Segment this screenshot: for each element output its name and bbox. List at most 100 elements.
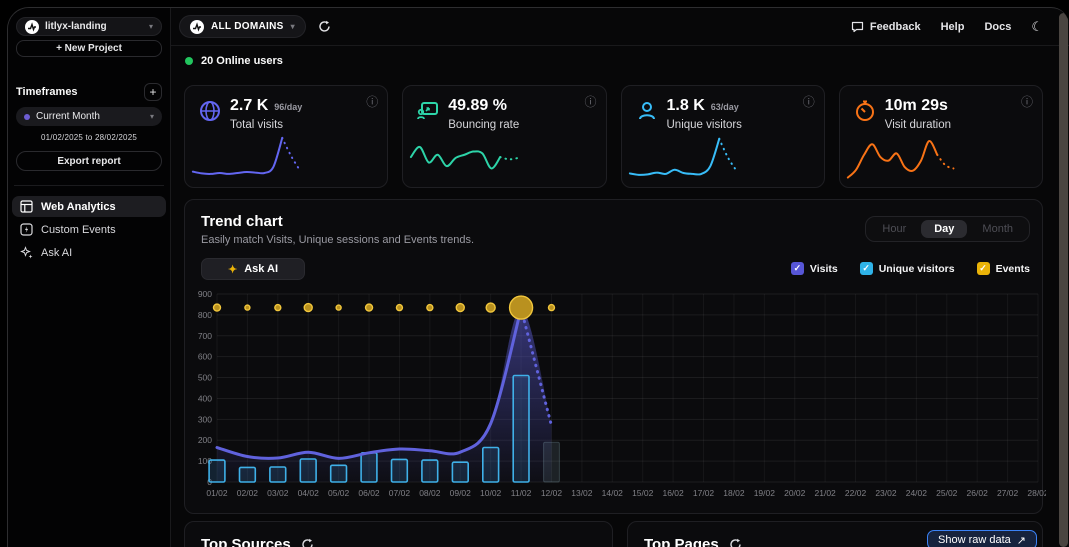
timeframe-dot-icon — [24, 113, 30, 120]
checkbox-unique-visitors[interactable]: ✓ — [859, 262, 873, 275]
svg-text:25/02: 25/02 — [936, 488, 958, 498]
ask-ai-button[interactable]: ✦ Ask AI — [201, 258, 305, 280]
sparkline-bouncing-rate — [407, 127, 601, 185]
legend-label: Events — [995, 262, 1030, 275]
stat-card-visit-duration: 10m 29s Visit duration ⓘ — [838, 85, 1043, 188]
svg-text:04/02: 04/02 — [298, 488, 320, 498]
tab-month[interactable]: Month — [969, 220, 1026, 238]
svg-text:15/02: 15/02 — [632, 488, 654, 498]
show-raw-data-button[interactable]: Show raw data ↗ — [927, 530, 1037, 547]
refresh-icon — [319, 20, 330, 32]
new-project-button[interactable]: + New Project — [16, 40, 162, 57]
external-link-icon: ↗ — [1016, 534, 1026, 547]
stat-per-day: 63/day — [710, 102, 739, 112]
stat-label: Visit duration — [884, 119, 952, 131]
sidebar-divider — [14, 185, 164, 186]
stat-label: Total visits — [230, 119, 284, 131]
refresh-icon[interactable] — [301, 538, 314, 547]
info-icon[interactable]: ⓘ — [366, 95, 379, 109]
svg-text:900: 900 — [198, 289, 212, 299]
info-icon[interactable]: ⓘ — [584, 95, 597, 109]
stat-card-unique-visitors: 1.8 K 63/day Unique visitors ⓘ — [620, 85, 825, 188]
bottom-cards-row: Top Sources Top Pages Show raw data ↗ — [184, 521, 1043, 547]
legend-visits[interactable]: ✓ Visits — [790, 262, 838, 275]
scrollbar-thumb[interactable] — [1059, 13, 1068, 547]
topbar: ALL DOMAINS ▾ Feedback Help Docs ☾ — [171, 8, 1069, 46]
svg-text:26/02: 26/02 — [967, 488, 989, 498]
svg-text:500: 500 — [198, 373, 212, 383]
app-window: litlyx-landing ▾ + New Project Timeframe… — [7, 7, 1069, 547]
refresh-button[interactable] — [318, 20, 331, 33]
theme-toggle-moon-icon[interactable]: ☾ — [1031, 18, 1043, 34]
export-report-button[interactable]: Export report — [16, 151, 162, 171]
legend-label: Visits — [809, 262, 838, 275]
stat-value: 10m 29s — [884, 97, 948, 114]
checkbox-events[interactable]: ✓ — [976, 262, 990, 275]
globe-icon — [198, 99, 222, 128]
svg-text:700: 700 — [198, 331, 212, 341]
legend-unique-visitors[interactable]: ✓ Unique visitors — [859, 262, 955, 275]
topbar-links: Feedback Help Docs ☾ — [851, 19, 1043, 35]
stat-value: 49.89 % — [448, 97, 507, 114]
project-name: litlyx-landing — [45, 21, 107, 32]
sidebar-item-ask-ai[interactable]: Ask AI — [12, 242, 166, 263]
svg-text:20/02: 20/02 — [784, 488, 806, 498]
sparkline-visit-duration — [844, 127, 1038, 185]
legend-label: Unique visitors — [878, 262, 955, 275]
add-timeframe-button[interactable]: + — [144, 83, 162, 101]
svg-text:10/02: 10/02 — [480, 488, 502, 498]
main-area: ALL DOMAINS ▾ Feedback Help Docs ☾ — [171, 8, 1069, 547]
litlyx-logo-icon — [190, 19, 204, 34]
svg-text:18/02: 18/02 — [723, 488, 745, 498]
project-selector[interactable]: litlyx-landing ▾ — [16, 17, 162, 36]
svg-text:300: 300 — [198, 414, 212, 424]
docs-link[interactable]: Docs — [984, 20, 1012, 33]
stat-value: 2.7 K — [230, 97, 269, 114]
tab-day[interactable]: Day — [921, 220, 968, 238]
litlyx-logo-icon — [25, 19, 39, 34]
svg-text:27/02: 27/02 — [997, 488, 1019, 498]
checkbox-visits[interactable]: ✓ — [790, 262, 804, 275]
svg-text:28/02: 28/02 — [1027, 488, 1046, 498]
help-link[interactable]: Help — [940, 20, 965, 33]
svg-text:22/02: 22/02 — [845, 488, 867, 498]
chart-legend: ✓ Visits ✓ Unique visitors ✓ Events — [790, 262, 1030, 275]
timeframe-value: Current Month — [36, 111, 100, 122]
bolt-square-icon — [20, 223, 33, 236]
scrollbar-track — [1057, 8, 1069, 547]
timeframe-selector[interactable]: Current Month ▾ — [16, 107, 162, 126]
sidebar-item-label: Ask AI — [41, 246, 73, 259]
svg-text:400: 400 — [198, 393, 212, 403]
sparkline-unique-visitors — [626, 127, 820, 185]
sidebar-item-label: Web Analytics — [41, 200, 116, 213]
granularity-tabs: Hour Day Month — [865, 216, 1030, 242]
show-raw-data-label: Show raw data — [938, 534, 1011, 546]
svg-text:08/02: 08/02 — [419, 488, 441, 498]
svg-text:19/02: 19/02 — [754, 488, 776, 498]
feedback-link[interactable]: Feedback — [851, 20, 921, 33]
sidebar-item-custom-events[interactable]: Custom Events — [12, 219, 166, 240]
svg-text:12/02: 12/02 — [541, 488, 563, 498]
user-icon — [635, 99, 659, 128]
sparkles-icon — [20, 246, 33, 259]
sidebar-item-web-analytics[interactable]: Web Analytics — [12, 196, 166, 217]
svg-text:03/02: 03/02 — [267, 488, 289, 498]
svg-text:05/02: 05/02 — [328, 488, 350, 498]
trend-chart-svg: 010020030040050060070080090001/0202/0203… — [198, 289, 1049, 498]
refresh-icon[interactable] — [729, 538, 742, 547]
svg-text:01/02: 01/02 — [206, 488, 228, 498]
trend-chart-canvas[interactable]: 010020030040050060070080090001/0202/0203… — [191, 284, 1049, 502]
stat-label: Bouncing rate — [448, 119, 520, 131]
top-sources-card: Top Sources — [184, 521, 613, 547]
info-icon[interactable]: ⓘ — [802, 95, 815, 109]
online-users-label: 20 Online users — [201, 55, 283, 67]
domain-selector[interactable]: ALL DOMAINS ▾ — [179, 15, 306, 38]
timeframes-heading: Timeframes — [16, 86, 78, 98]
svg-text:11/02: 11/02 — [511, 488, 532, 498]
info-icon[interactable]: ⓘ — [1020, 95, 1033, 109]
legend-events[interactable]: ✓ Events — [976, 262, 1030, 275]
stat-card-total-visits: 2.7 K 96/day Total visits ⓘ — [184, 85, 389, 188]
bounce-rate-icon — [416, 99, 440, 128]
domain-selector-label: ALL DOMAINS — [211, 21, 284, 32]
tab-hour[interactable]: Hour — [869, 220, 919, 238]
